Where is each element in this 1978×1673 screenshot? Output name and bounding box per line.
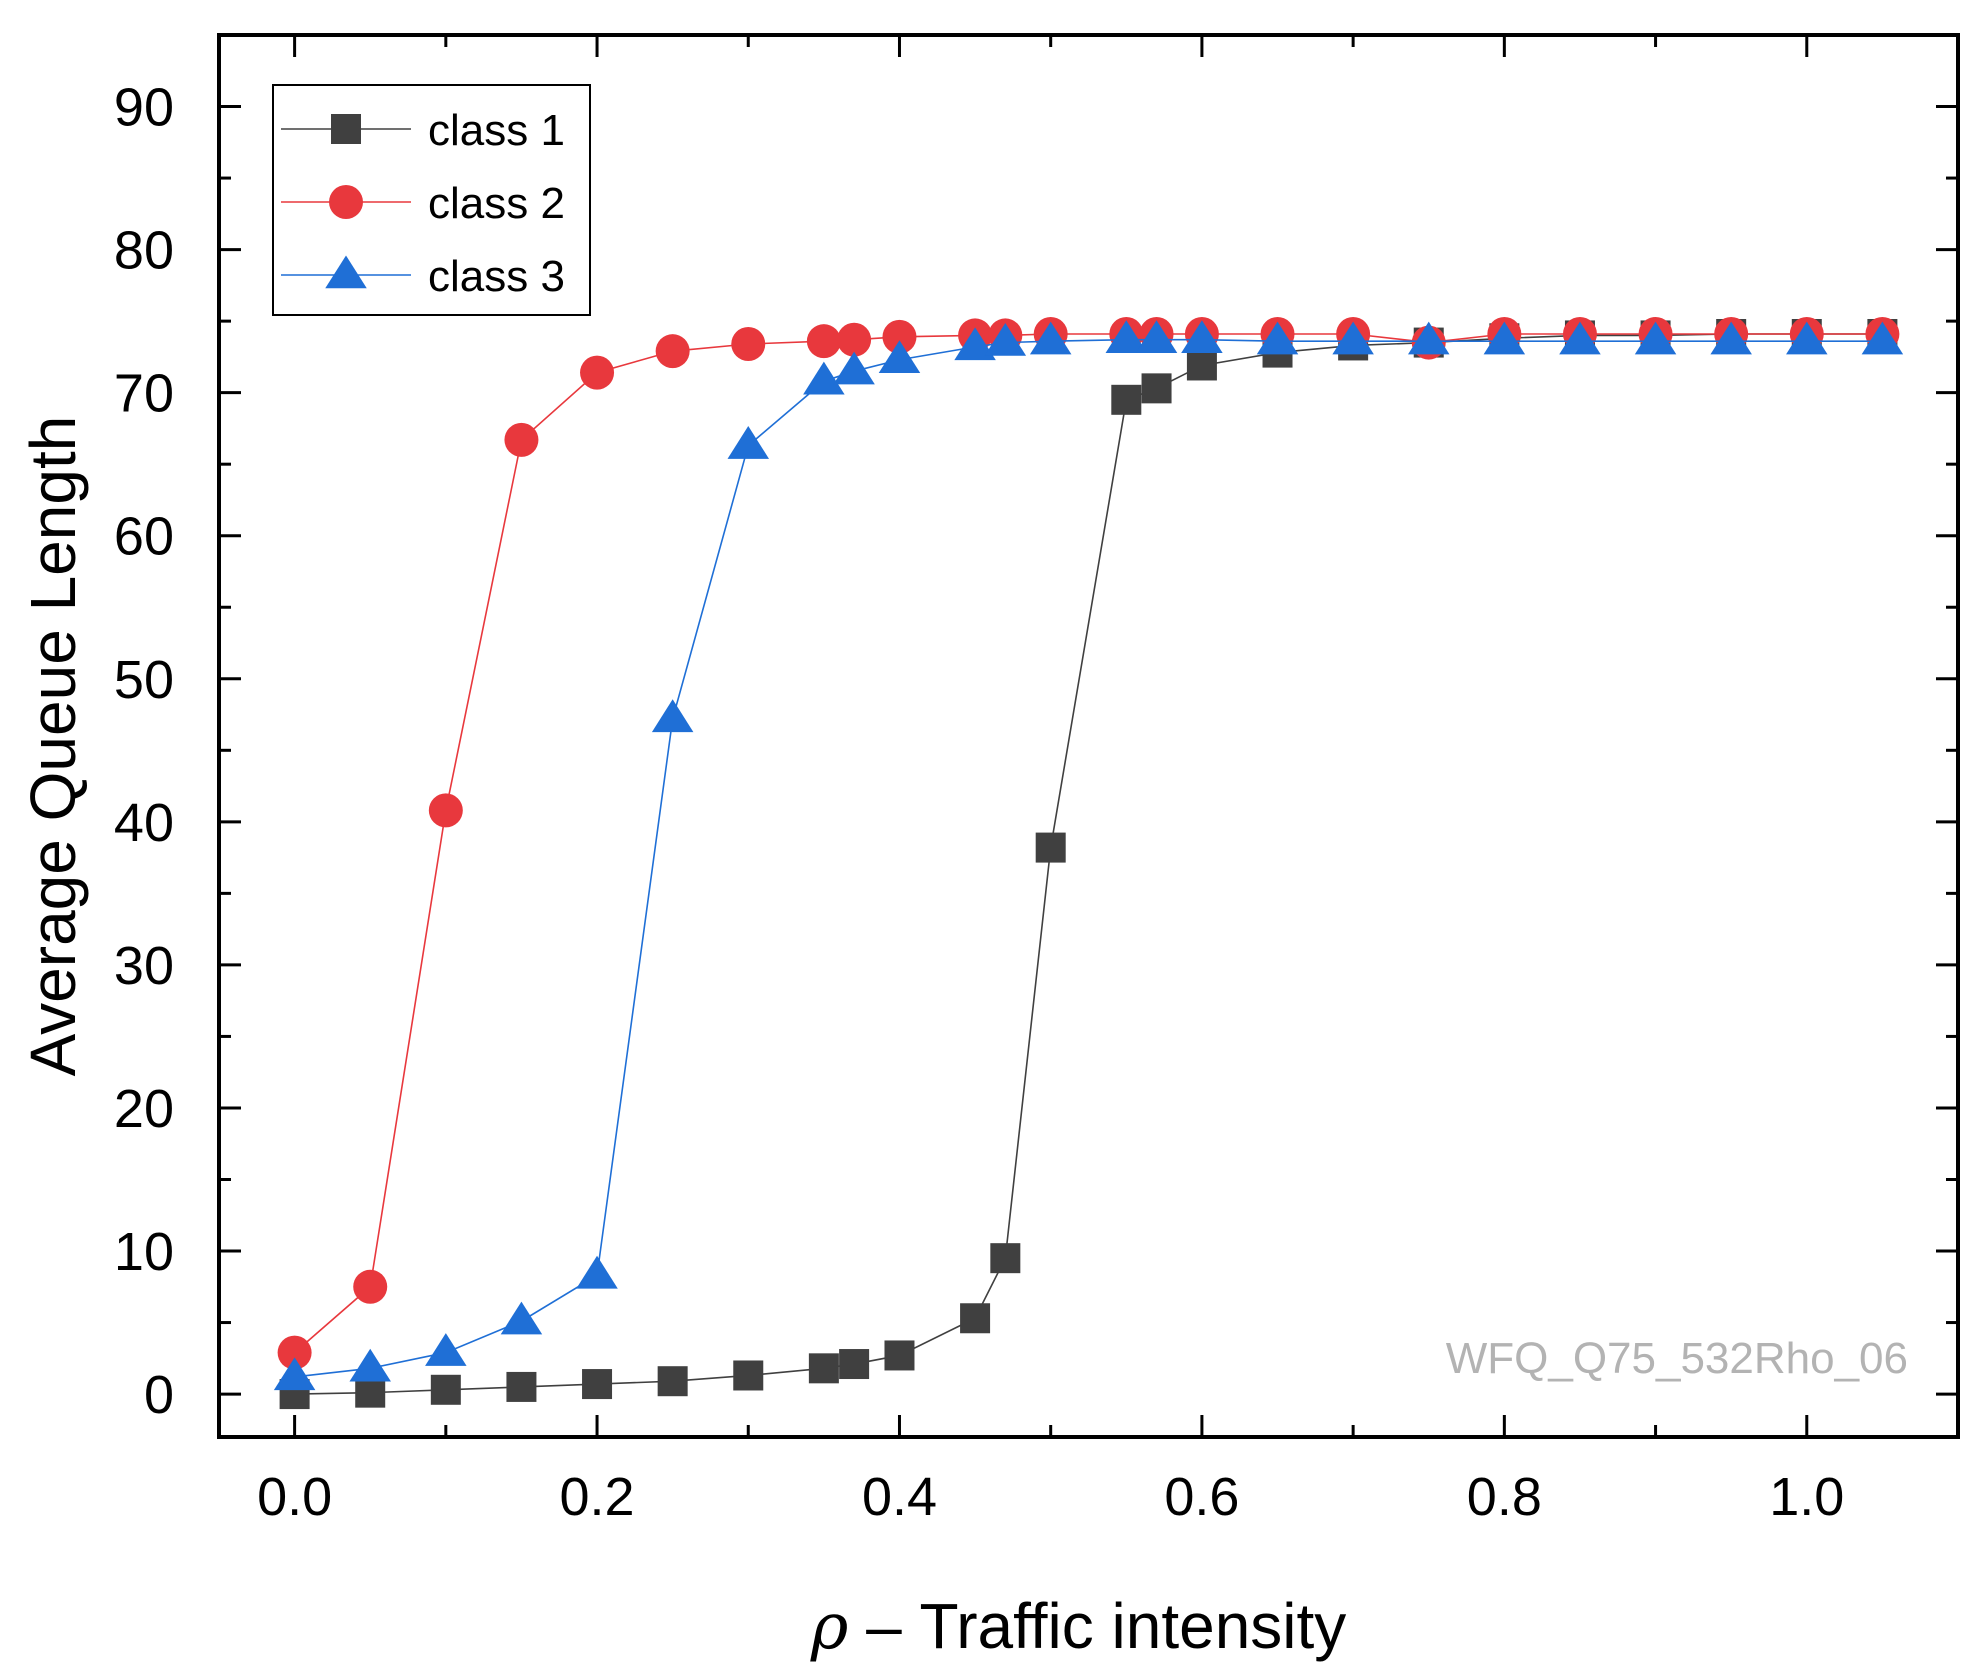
y-axis-title: Average Queue Length [17, 416, 89, 1077]
plot-frame [217, 33, 1960, 1439]
data-point [1634, 321, 1677, 355]
x-tick-label: 0.4 [862, 1467, 937, 1527]
annotation-label: WFQ_Q75_532Rho_06 [1446, 1334, 1908, 1383]
data-point [1861, 321, 1904, 355]
y-tick-label: 90 [114, 78, 174, 138]
y-tick-label: 30 [114, 936, 174, 996]
plot-area [217, 33, 1960, 1439]
data-point [984, 323, 1027, 356]
data-point [808, 1353, 839, 1384]
data-point [1483, 321, 1526, 355]
data-point [990, 1243, 1021, 1274]
legend-item: class 1 [281, 106, 565, 155]
data-point [506, 1371, 537, 1402]
y-tick-label: 80 [114, 221, 174, 281]
series-class-3 [273, 320, 1904, 1391]
data-point [878, 340, 921, 373]
legend-label: class 2 [428, 179, 565, 228]
data-point [833, 351, 875, 385]
legend: class 1 class 2 class 3 [272, 84, 591, 316]
y-tick-label: 50 [114, 650, 174, 710]
legend-label: class 1 [428, 106, 565, 155]
legend-marker [331, 114, 361, 144]
data-point [1710, 321, 1752, 355]
data-point [803, 361, 845, 395]
legend-box [272, 84, 591, 316]
x-tick-label: 0.6 [1164, 1467, 1239, 1527]
data-point [1135, 320, 1178, 353]
data-point [355, 1377, 386, 1408]
data-point [349, 1348, 391, 1382]
y-tick-label: 70 [114, 364, 174, 424]
data-point [273, 1357, 316, 1391]
axis-labels: WFQ_Q75_532Rho_06 ρ – Traffic intensity Av… [17, 416, 1908, 1664]
data-point [1035, 832, 1066, 863]
x-axis-title: ρ – Traffic intensity [810, 1590, 1347, 1664]
data-point [576, 1255, 618, 1289]
x-tick-label: 0.2 [560, 1467, 635, 1527]
legend-item: class 3 [281, 252, 565, 301]
data-point [353, 1269, 388, 1304]
y-tick-label: 0 [144, 1365, 174, 1425]
legend-marker [325, 255, 367, 289]
series-line [294, 333, 1883, 1395]
series-layer [273, 316, 1904, 1410]
data-point [1186, 350, 1217, 381]
data-point [425, 1333, 467, 1366]
data-point [1256, 321, 1299, 355]
series-class-1 [279, 318, 1898, 1410]
series-class-2 [277, 316, 1900, 1370]
data-point [504, 422, 539, 457]
data-point [277, 1335, 312, 1370]
data-point [727, 426, 770, 459]
data-point [960, 1303, 991, 1334]
data-point [1181, 320, 1223, 353]
data-point [500, 1301, 543, 1335]
axis-ticks: 0.0 0.2 0.4 0.6 0.8 1.0 0 10 20 30 40 50 60 70 80 90 [114, 33, 1960, 1527]
legend-label: class 3 [428, 252, 565, 301]
y-tick-label: 20 [114, 1079, 174, 1139]
data-point [655, 334, 690, 369]
data-point [731, 327, 766, 362]
x-tick-label: 1.0 [1769, 1467, 1844, 1527]
data-point [657, 1366, 688, 1397]
data-point [839, 1349, 870, 1380]
y-tick-label: 60 [114, 507, 174, 567]
data-point [1786, 321, 1828, 355]
legend-marker [329, 185, 363, 219]
data-point [651, 699, 694, 733]
y-tick-label: 10 [114, 1222, 174, 1282]
data-point [430, 1374, 461, 1405]
data-point [882, 319, 917, 354]
data-point [837, 322, 872, 357]
data-point [428, 793, 463, 828]
data-point [733, 1360, 764, 1391]
x-tick-label: 0.0 [257, 1467, 332, 1527]
data-point [580, 355, 615, 390]
data-point [806, 324, 841, 359]
data-point [1141, 373, 1172, 404]
data-point [1111, 384, 1142, 415]
data-point [1332, 321, 1374, 355]
x-tick-label: 0.8 [1467, 1467, 1542, 1527]
data-point [1029, 321, 1072, 355]
y-tick-label: 40 [114, 793, 174, 853]
legend-item: class 2 [281, 179, 565, 228]
data-point [954, 327, 996, 361]
data-point [1407, 321, 1450, 355]
data-point [1559, 321, 1601, 355]
data-point [884, 1340, 915, 1371]
data-point [582, 1369, 613, 1400]
series-line [294, 333, 1883, 1354]
data-point [1105, 320, 1148, 353]
series-line [294, 338, 1883, 1378]
